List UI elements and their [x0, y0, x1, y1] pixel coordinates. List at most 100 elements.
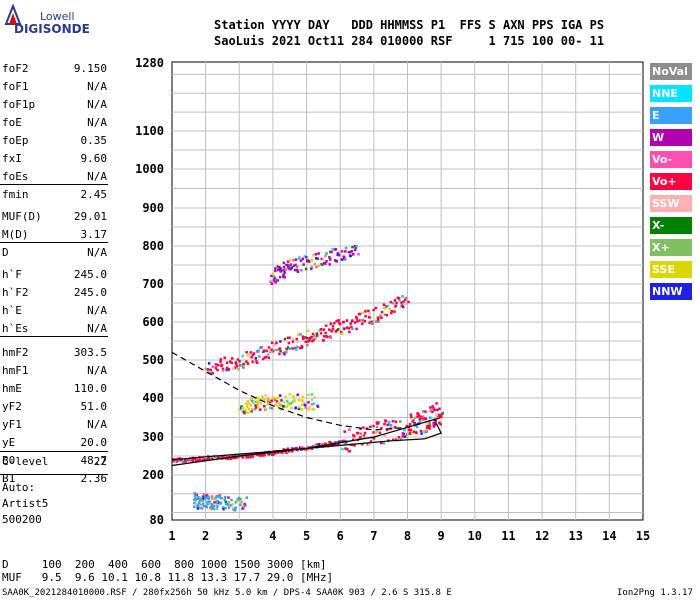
echo-point [214, 496, 217, 500]
echo-point [258, 399, 261, 402]
echo-point [304, 336, 307, 339]
echo-point [358, 312, 362, 316]
echo-point [282, 269, 286, 272]
file-info: SAA0K_2021284010000.RSF / 280fx256h 50 k… [2, 588, 452, 598]
echo-point [408, 422, 412, 426]
echo-point [295, 446, 298, 450]
echo-point [297, 398, 301, 402]
echo-point [301, 335, 305, 338]
echo-point [296, 340, 299, 344]
echo-point [307, 401, 310, 404]
echo-point [429, 406, 432, 409]
echo-point [345, 319, 349, 322]
echo-point [313, 396, 317, 399]
echo-point [213, 501, 216, 504]
echo-point [288, 347, 292, 350]
echo-point [339, 330, 343, 334]
echo-point [401, 295, 404, 298]
echo-point [310, 398, 314, 401]
echo-point [315, 265, 318, 269]
y-tick-label: 300 [142, 430, 164, 444]
echo-point [415, 431, 418, 434]
echo-point [335, 319, 338, 323]
echo-point [283, 337, 287, 341]
logo-digisonde: DIGISONDE [14, 22, 90, 36]
echo-point [265, 349, 268, 353]
echo-point [198, 458, 202, 462]
echo-point [240, 363, 243, 367]
echo-point [285, 405, 288, 408]
echo-point [317, 329, 321, 332]
echo-point [318, 443, 321, 446]
echo-point [282, 275, 285, 278]
param-value: 110.0 [73, 382, 107, 395]
echo-point [272, 275, 276, 278]
echo-point [308, 336, 312, 340]
panel-separator [0, 336, 108, 337]
panel-separator [0, 474, 108, 475]
echo-point [291, 399, 295, 403]
echo-point [282, 351, 286, 355]
echo-point [294, 258, 298, 261]
echo-point [347, 327, 351, 330]
echo-point [310, 403, 314, 406]
echo-point [439, 423, 442, 426]
echo-point [348, 428, 351, 431]
echo-point [358, 437, 361, 441]
echo-point [324, 254, 327, 258]
echo-point [242, 365, 245, 368]
echo-point [403, 428, 406, 432]
echo-point [212, 496, 215, 500]
echo-point [395, 301, 398, 305]
echo-point [335, 259, 338, 263]
echo-point [304, 406, 308, 409]
echo-point [331, 325, 335, 328]
echo-point [257, 405, 260, 408]
echo-point [199, 504, 203, 508]
echo-point [413, 422, 416, 426]
echo-point [202, 493, 206, 496]
echo-point [286, 447, 290, 450]
param-name: foEp [2, 134, 29, 147]
echo-point [269, 406, 272, 410]
echo-point [227, 501, 231, 504]
echo-point [293, 399, 296, 403]
echo-point [300, 269, 303, 272]
echo-point [434, 418, 438, 422]
echo-point [280, 399, 283, 402]
x-tick-label: 11 [501, 529, 515, 543]
echo-point [275, 348, 278, 352]
echo-point [380, 426, 383, 430]
echo-point [284, 395, 287, 399]
param-name: foF2 [2, 62, 29, 75]
echo-point [350, 250, 354, 253]
digisonde-logo-icon [4, 4, 22, 25]
echo-point [337, 253, 341, 257]
echo-point [223, 356, 227, 360]
echo-point [283, 405, 286, 409]
echo-point [227, 496, 230, 499]
echo-point [438, 413, 441, 417]
echo-point [417, 414, 421, 417]
echo-point [340, 250, 344, 253]
echo-point [397, 436, 401, 439]
echo-point [234, 362, 238, 366]
echo-point [273, 277, 277, 280]
echo-point [288, 259, 292, 262]
echo-point [241, 406, 244, 410]
echo-point [364, 310, 367, 313]
echo-point [218, 496, 222, 499]
echo-point [403, 435, 407, 438]
echo-point [181, 460, 185, 463]
echo-point [263, 453, 266, 457]
echo-point [262, 349, 266, 352]
echo-point [310, 267, 313, 271]
echo-point [439, 415, 442, 419]
x-tick-label: 14 [602, 529, 616, 543]
echo-point [254, 357, 258, 360]
echo-point [270, 274, 273, 278]
echo-point [285, 451, 288, 454]
echo-point [208, 456, 212, 459]
auto-scaler-info: Auto: Artist5 500200 [2, 480, 48, 528]
echo-point [270, 341, 274, 345]
